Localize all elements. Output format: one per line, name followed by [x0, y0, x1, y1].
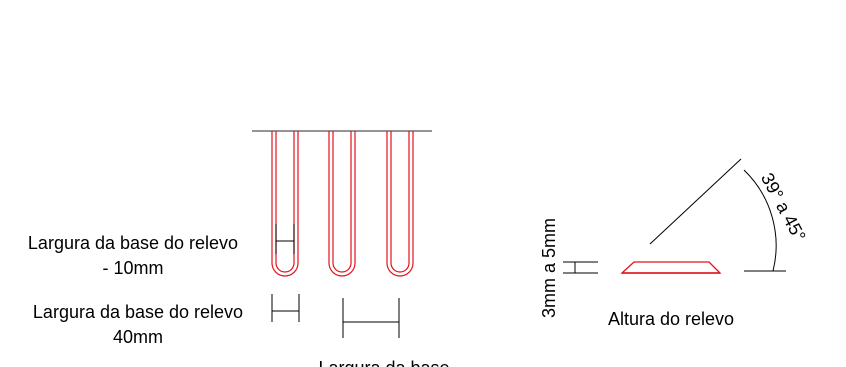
- relief-bars: [271, 131, 414, 277]
- relief-cross-section: [620, 261, 722, 274]
- relief-bar: [271, 131, 299, 277]
- base-width-label: Largura da base: [318, 358, 449, 367]
- height-dimension: [563, 261, 598, 274]
- base-width-40-dimension: [271, 294, 300, 322]
- angle-indicator: [649, 158, 786, 272]
- relief-base-width-label-line1: Largura da base do relevo: [28, 233, 238, 253]
- angle-range-label: 39° a 45°: [757, 170, 810, 245]
- base-spacing-dimension: [342, 298, 400, 338]
- relief-bar: [386, 131, 414, 277]
- height-range-label: 3mm a 5mm: [539, 218, 559, 318]
- relief-base-width-40-label-line1: Largura da base do relevo: [33, 302, 243, 322]
- bar-width-dimension: [275, 224, 295, 254]
- relief-base-width-label-line2: - 10mm: [102, 258, 163, 278]
- relief-base-width-40-label-line2: 40mm: [113, 327, 163, 347]
- relief-bar: [328, 131, 356, 277]
- relief-height-label: Altura do relevo: [608, 309, 734, 329]
